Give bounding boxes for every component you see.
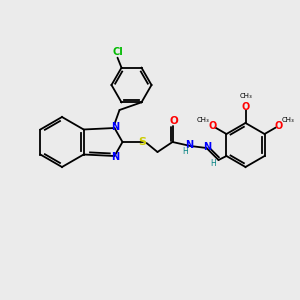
Text: H: H <box>183 146 188 155</box>
Text: CH₃: CH₃ <box>197 118 209 124</box>
Text: CH₃: CH₃ <box>239 93 252 99</box>
Text: N: N <box>111 122 120 132</box>
Text: H: H <box>211 160 216 169</box>
Text: CH₃: CH₃ <box>282 118 294 124</box>
Text: Cl: Cl <box>112 47 123 57</box>
Text: N: N <box>111 152 120 162</box>
Text: O: O <box>169 116 178 126</box>
Text: N: N <box>185 140 194 150</box>
Text: O: O <box>242 102 250 112</box>
Text: N: N <box>203 142 211 152</box>
Text: S: S <box>139 137 146 147</box>
Text: O: O <box>208 121 217 131</box>
Text: O: O <box>274 121 283 131</box>
